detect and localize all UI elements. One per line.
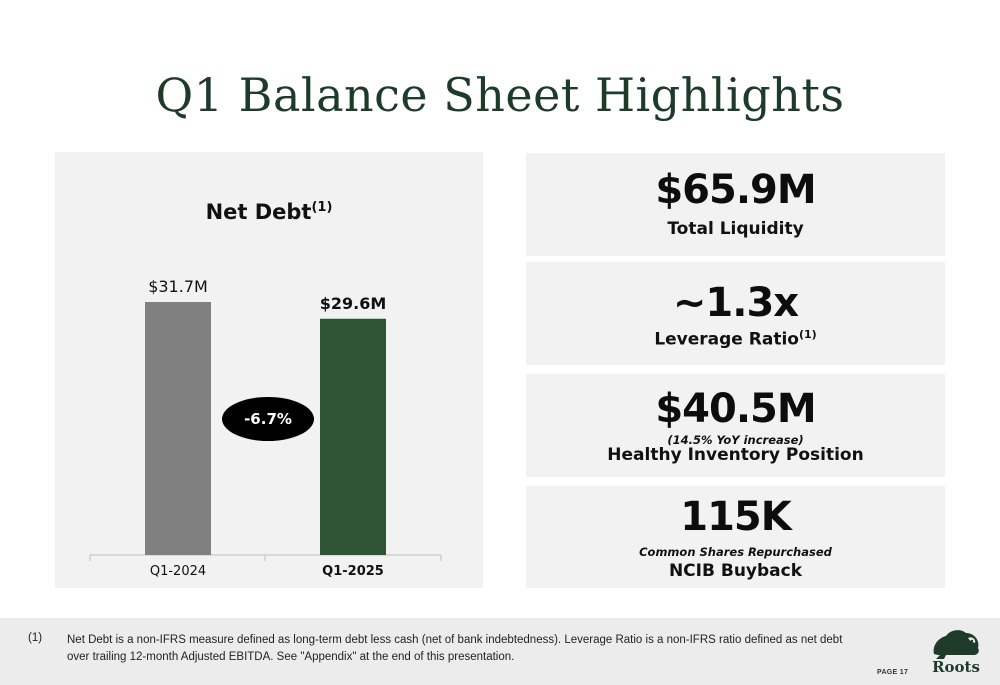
bar-value-label-q1-2024: $31.7M	[148, 277, 208, 296]
bar-value-label-q1-2025: $29.6M	[320, 294, 387, 313]
page-number: PAGE 17	[877, 669, 909, 676]
kpi-label: NCIB Buyback	[668, 561, 803, 581]
footnote-number: (1)	[28, 632, 43, 644]
beaver-logo-icon	[933, 630, 979, 659]
kpi-label: Healthy Inventory Position	[607, 445, 864, 465]
chart-title-superscript: (1)	[311, 200, 333, 215]
kpi-total-liquidity: $65.9M Total Liquidity	[526, 153, 945, 256]
kpi-note: (14.5% YoY increase)	[667, 433, 804, 447]
chart-title: Net Debt(1)	[55, 200, 483, 224]
kpi-leverage-ratio: ~1.3x Leverage Ratio(1)	[526, 262, 945, 365]
kpi-note: Common Shares Repurchased	[639, 545, 832, 559]
roots-logo: Roots	[928, 624, 984, 682]
category-label-q1-2025: Q1-2025	[322, 564, 384, 579]
page-title: Q1 Balance Sheet Highlights	[155, 68, 845, 122]
change-badge: -6.7%	[222, 397, 314, 441]
kpi-value: 115K	[680, 494, 792, 540]
footer: (1) Net Debt is a non-IFRS measure defin…	[0, 618, 1000, 685]
kpi-value: $40.5M	[655, 386, 816, 432]
net-debt-chart-panel: Net Debt(1) $31.7M $29.6M Q1-2024 Q1-202…	[55, 152, 483, 588]
chart-title-text: Net Debt	[205, 200, 312, 224]
kpi-value: $65.9M	[655, 167, 816, 213]
kpi-label: Total Liquidity	[667, 219, 804, 239]
kpi-label: Leverage Ratio(1)	[526, 328, 945, 350]
bar-q1-2024	[145, 302, 211, 555]
footnote-text: Net Debt is a non-IFRS measure defined a…	[67, 634, 843, 663]
kpi-label-superscript: (1)	[798, 328, 817, 341]
kpi-ncib-buyback: 115K Common Shares Repurchased NCIB Buyb…	[526, 486, 945, 588]
category-label-q1-2024: Q1-2024	[150, 564, 206, 579]
logo-text: Roots	[932, 658, 980, 676]
kpi-label-text: Leverage Ratio	[654, 329, 799, 350]
net-debt-bar-chart: $31.7M $29.6M Q1-2024 Q1-2025	[89, 277, 442, 579]
bar-q1-2025	[320, 318, 386, 555]
kpi-inventory: $40.5M (14.5% YoY increase) Healthy Inve…	[526, 374, 945, 477]
kpi-value: ~1.3x	[672, 280, 799, 326]
